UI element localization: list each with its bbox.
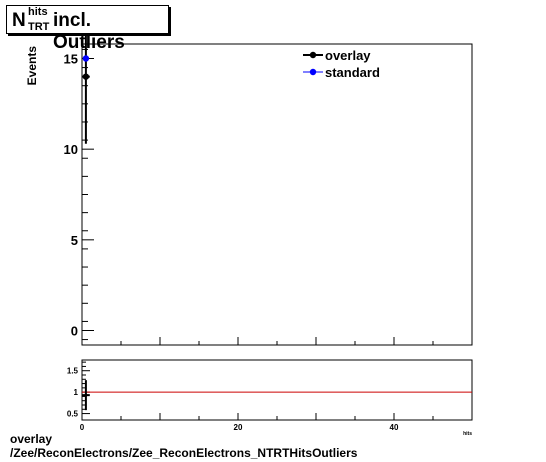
main-frame: [81, 43, 473, 346]
y-tick-label: 5: [71, 233, 78, 248]
ratio-x-tick-label: 0: [80, 423, 85, 432]
main-panel: 0 5 10 15 Events overlay standard: [25, 9, 473, 346]
y-tick-label: 15: [64, 52, 78, 67]
title-text: incl. Outliers: [53, 10, 125, 53]
title-symbol: N: [12, 10, 26, 31]
y-axis-label: Events: [25, 46, 39, 86]
title-superscript: hits: [28, 6, 48, 18]
ratio-y-tick-label: 1: [74, 388, 79, 397]
y-tick-label: 0: [71, 323, 78, 338]
ratio-y-tick-label: 1.5: [67, 367, 79, 376]
ratio-frame: [81, 359, 473, 421]
ratio-point: [84, 393, 88, 397]
legend-overlay-label: overlay: [325, 48, 371, 63]
legend-standard-label: standard: [325, 65, 380, 80]
ratio-x-tick-label: 40: [390, 423, 399, 432]
standard-point: [82, 55, 90, 62]
footer-path: /Zee/ReconElectrons/Zee_ReconElectrons_N…: [10, 446, 358, 460]
histogram-title: N hits TRT incl. Outliers: [6, 5, 169, 53]
y-tick-label: 10: [64, 142, 78, 157]
ratio-panel: 0.5 1 1.5 0 20 40 hits: [67, 359, 473, 437]
ratio-x-tick-label: 20: [234, 423, 243, 432]
x-axis-label: hits: [463, 431, 472, 437]
footer-label: overlay: [10, 432, 53, 446]
legend-overlay-marker: [309, 51, 317, 59]
legend-standard-marker: [309, 68, 317, 76]
ratio-y-tick-label: 0.5: [67, 410, 79, 419]
overlay-point: [82, 73, 90, 80]
title-subscript: TRT: [28, 21, 50, 33]
